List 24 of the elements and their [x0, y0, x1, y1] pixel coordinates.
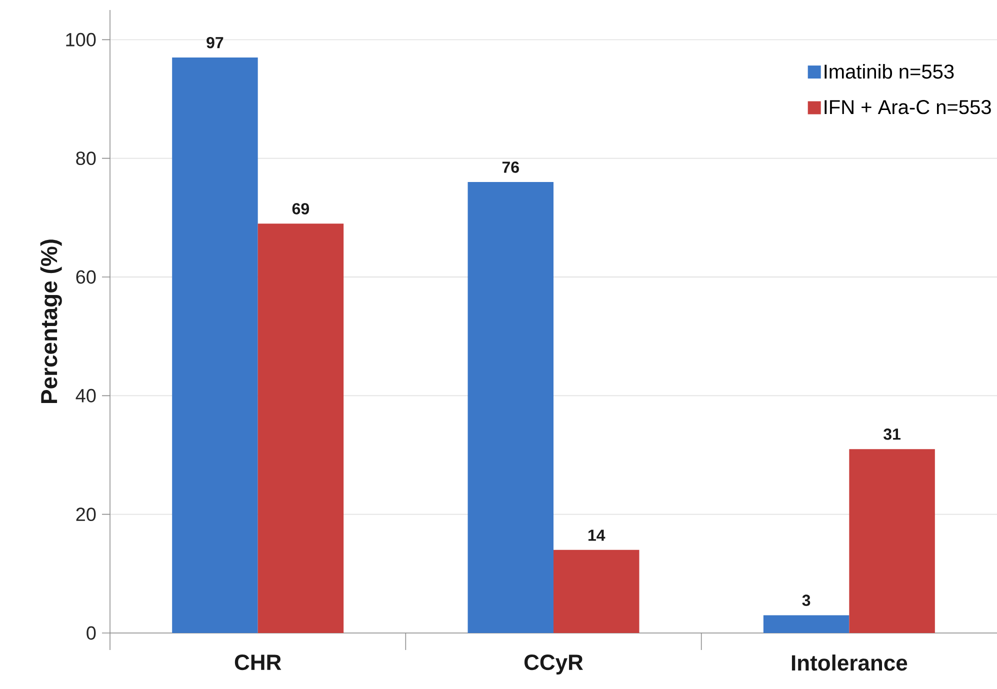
bar	[849, 449, 935, 633]
data-label: 14	[588, 530, 606, 541]
data-label: 97	[206, 36, 224, 48]
y-tick-label: 100	[66, 32, 96, 46]
data-label: 69	[292, 203, 309, 214]
bar	[763, 615, 850, 633]
y-tick-label: 60	[76, 270, 96, 284]
y-tick-label: 40	[76, 388, 96, 402]
data-label: 31	[884, 428, 900, 440]
y-tick-label: 20	[76, 508, 96, 522]
data-label: 3	[802, 594, 810, 606]
x-tick-label: CCyR	[524, 654, 583, 674]
bar	[554, 550, 640, 633]
legend-label: Imatinib n=553	[824, 64, 954, 79]
bar	[172, 57, 258, 633]
bar	[468, 182, 554, 633]
x-tick-label: CHR	[234, 654, 282, 670]
y-axis-title: Percentage (%)	[40, 240, 62, 404]
legend-label: IFN + Ara-C n=553	[824, 100, 991, 114]
bar	[258, 224, 344, 633]
data-label: 76	[502, 162, 519, 173]
y-tick-label: 0	[86, 626, 96, 640]
x-tick-label: Intolerance	[792, 654, 908, 671]
y-tick-label: 80	[76, 152, 96, 166]
